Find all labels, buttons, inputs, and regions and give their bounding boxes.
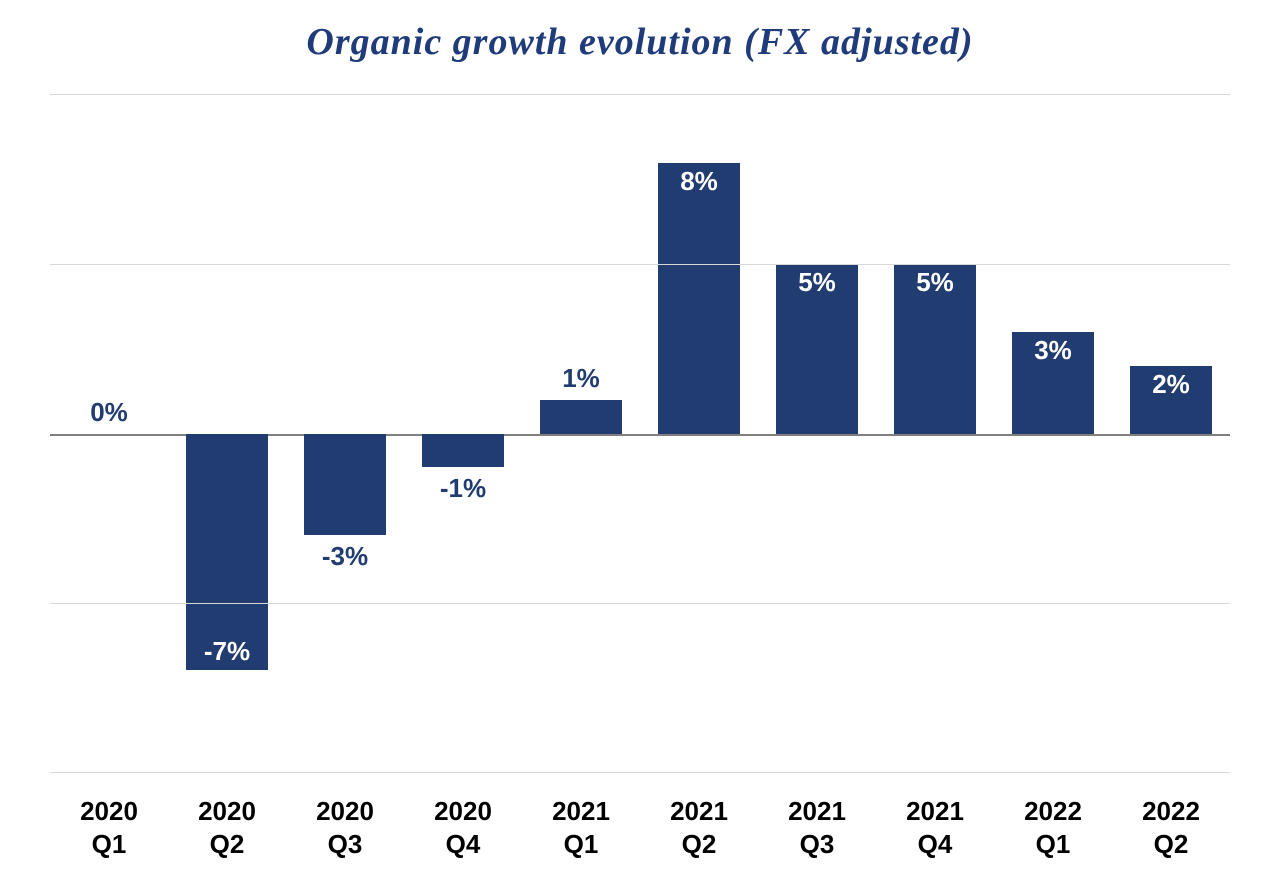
x-axis-label: 2021 Q4 xyxy=(876,795,994,860)
bar-value-label: -3% xyxy=(322,535,368,572)
bar-slot: 5% xyxy=(876,95,994,772)
x-axis-label: 2021 Q2 xyxy=(640,795,758,860)
bar-slot: 8% xyxy=(640,95,758,772)
bar-value-label: 0% xyxy=(90,397,128,434)
bar-slot: -1% xyxy=(404,95,522,772)
bar-value-label: 8% xyxy=(680,166,718,197)
bar-value-label: 5% xyxy=(916,267,954,298)
bar-slot: -3% xyxy=(286,95,404,772)
bar xyxy=(304,434,387,536)
bar-value-label: 1% xyxy=(562,363,600,400)
plot-area: 0% -7% -3% -1% 1% 8% 5% 5% 3% 2% xyxy=(50,94,1230,773)
x-axis-label: 2020 Q4 xyxy=(404,795,522,860)
bar-slot: 2% xyxy=(1112,95,1230,772)
bar-slot: 5% xyxy=(758,95,876,772)
bar xyxy=(186,434,269,671)
x-axis-label: 2021 Q3 xyxy=(758,795,876,860)
gridline xyxy=(50,603,1230,604)
chart-container: Organic growth evolution (FX adjusted) 0… xyxy=(0,0,1280,890)
bar-value-label: 2% xyxy=(1152,369,1190,400)
bar-slot: -7% xyxy=(168,95,286,772)
bar-value-label: 5% xyxy=(798,267,836,298)
x-axis-label: 2021 Q1 xyxy=(522,795,640,860)
x-axis-label: 2020 Q1 xyxy=(50,795,168,860)
bar-value-label: 3% xyxy=(1034,335,1072,366)
gridline xyxy=(50,264,1230,265)
bar-slot: 0% xyxy=(50,95,168,772)
bar xyxy=(422,434,505,468)
x-axis-label: 2022 Q2 xyxy=(1112,795,1230,860)
bar-value-label: -1% xyxy=(440,467,486,504)
chart-title: Organic growth evolution (FX adjusted) xyxy=(50,20,1230,64)
bar xyxy=(658,163,741,434)
x-axis-label: 2020 Q3 xyxy=(286,795,404,860)
bar-slot: 1% xyxy=(522,95,640,772)
x-axis: 2020 Q12020 Q22020 Q32020 Q42021 Q12021 … xyxy=(50,773,1230,860)
x-axis-label: 2022 Q1 xyxy=(994,795,1112,860)
bar-slot: 3% xyxy=(994,95,1112,772)
bars-layer: 0% -7% -3% -1% 1% 8% 5% 5% 3% 2% xyxy=(50,95,1230,772)
x-axis-label: 2020 Q2 xyxy=(168,795,286,860)
bar xyxy=(540,400,623,434)
bar-value-label: -7% xyxy=(204,636,250,667)
